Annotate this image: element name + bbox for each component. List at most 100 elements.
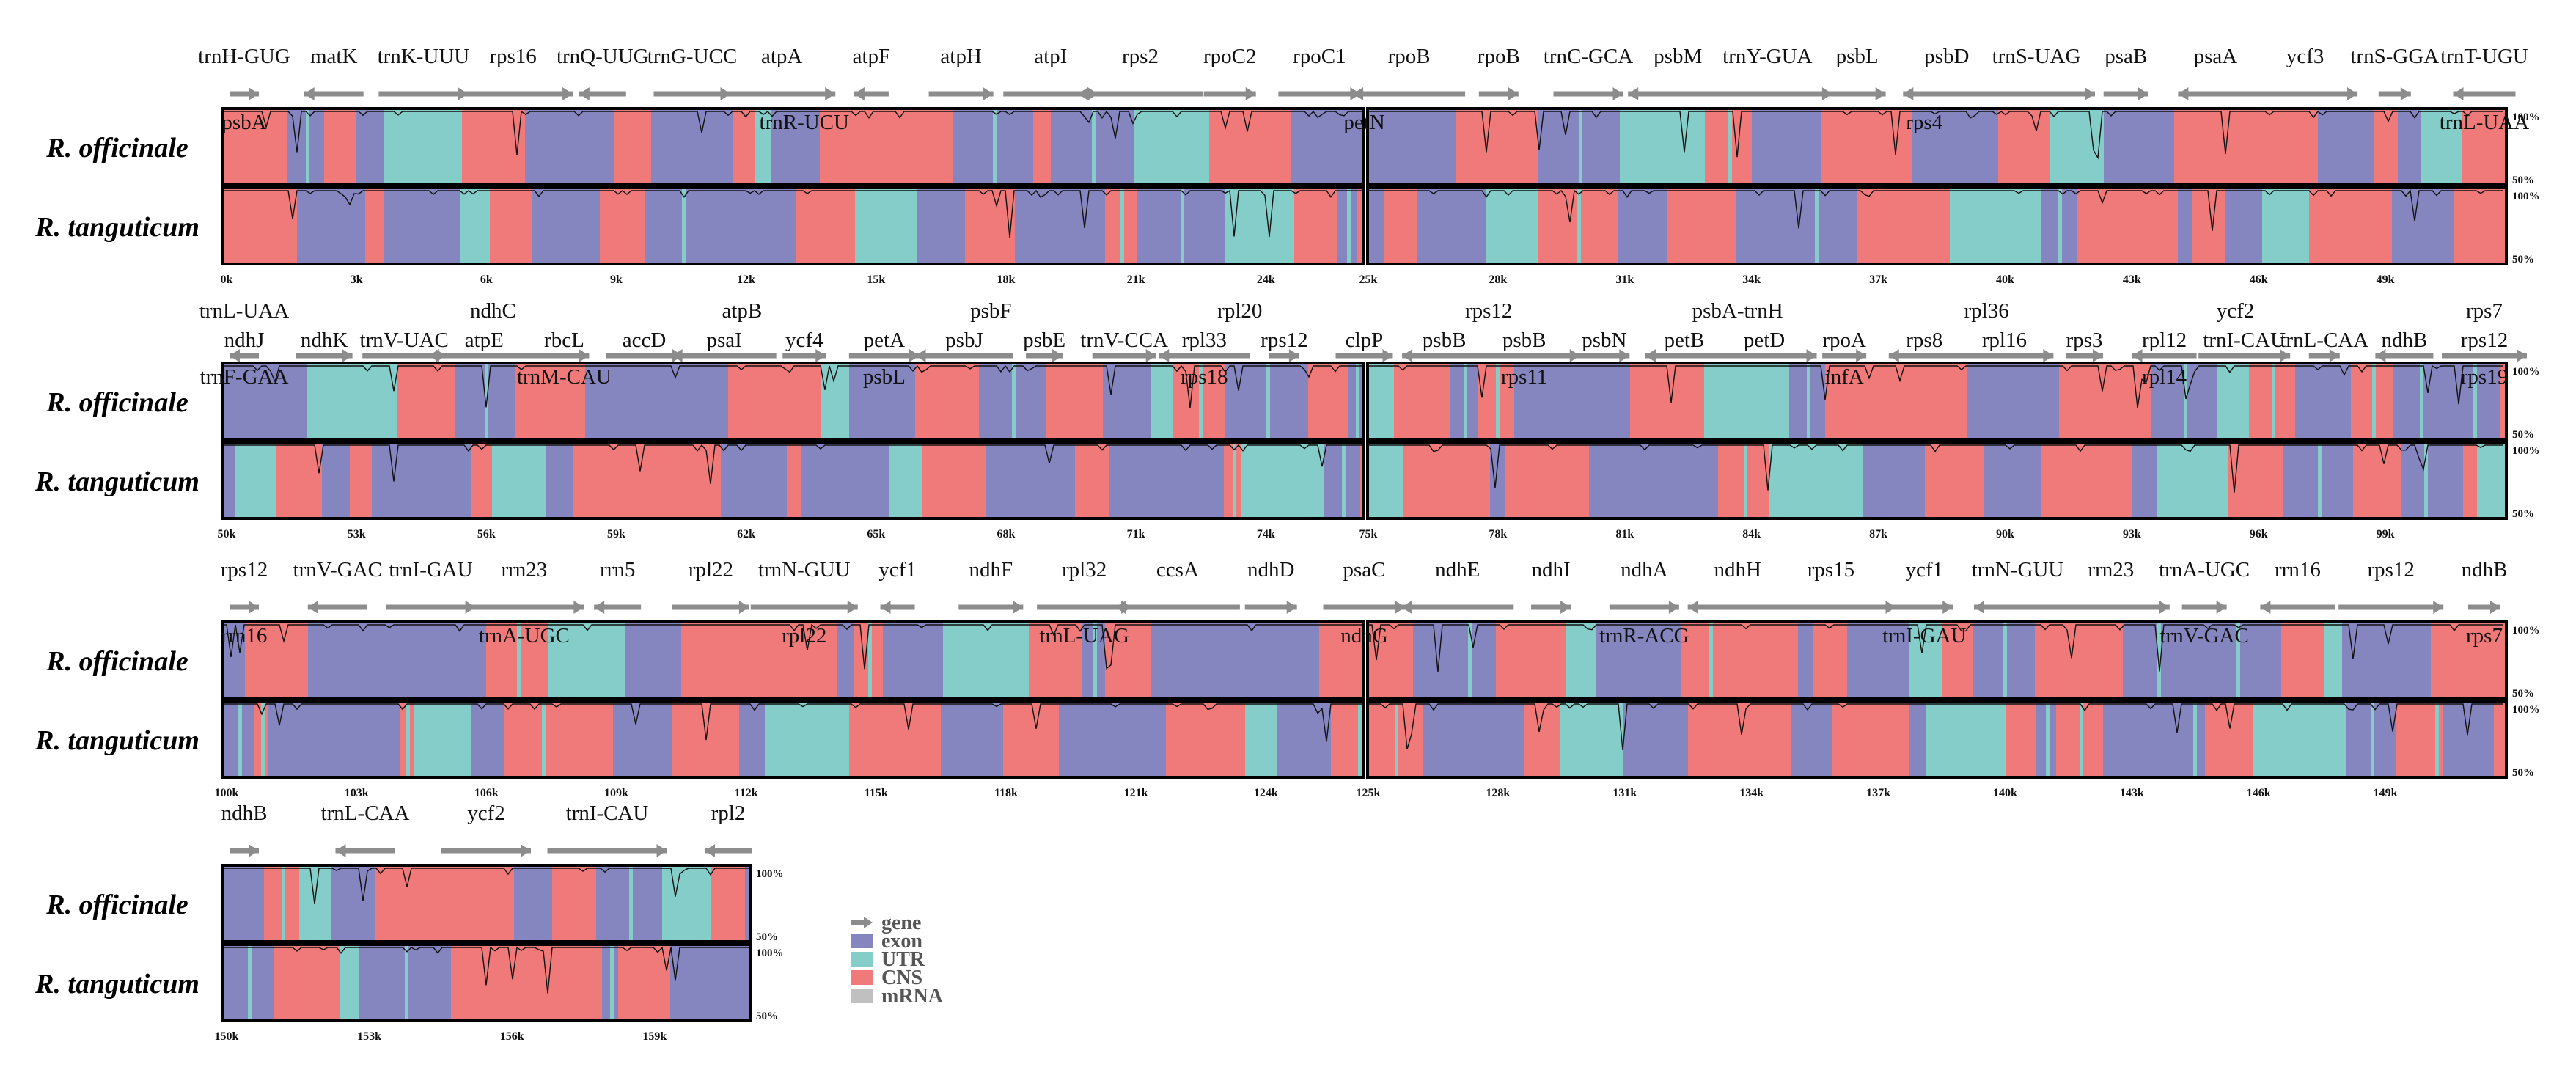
gene-label: psaB [2105,45,2147,68]
exon-block [1752,110,1821,183]
gene-arrow-head [1888,349,1899,362]
gene-arrow-head [2329,349,2340,362]
utr-block [765,703,849,776]
gene-label: infA [1825,365,1864,389]
cns-block [1738,623,1798,697]
utr-block [1368,364,1394,438]
utr-block [1747,364,1750,438]
gene-label: trnC-GCA [1544,45,1634,68]
track-frame [1366,620,2508,700]
species-label: R. officinale [45,133,188,164]
species-label: R. tanguticum [34,969,199,1000]
exon-block [1661,444,1718,517]
cns-block [1909,364,1967,438]
cns-block [1942,623,1973,697]
gene-label: rpoA [1822,329,1866,352]
exon-block [837,623,854,697]
gene-arrow-head [1286,601,1297,614]
axis-tick-label: 103k [345,787,369,799]
gene-label: rps16 [489,45,536,68]
gene-label: rpl2 [711,802,746,825]
gene-label: trnA-UGC [2159,558,2250,582]
axis-tick-label: 128k [1486,787,1510,799]
exon-block [384,189,460,263]
cns-block [222,189,297,263]
exon-block [471,703,504,776]
axis-tick-label: 137k [1866,787,1890,799]
utr-block [1769,444,1863,517]
utr-block [993,110,997,183]
gene-arrow-head [579,349,590,362]
gene-arrow-head [579,87,590,100]
gene-label: petD [1744,329,1785,352]
gene-label: trnL-UAA [2440,111,2529,134]
axis-tick-label: 149k [2374,787,2398,799]
percent-label-100: 100% [2512,445,2540,457]
utr-block [1468,623,1472,697]
utr-block [2435,703,2439,776]
gene-arrow-head [983,87,994,100]
gene-label: rrn23 [2088,558,2134,582]
cns-block [350,444,372,517]
cns-block [820,110,881,183]
cns-block [537,946,602,1019]
gene-label: atpB [722,299,762,323]
axis-tick-label: 71k [1127,528,1145,540]
alignment-row-1 [221,87,2516,265]
gene-label: rpl20 [1217,299,1262,323]
cns-block [462,110,525,183]
identity-curve [1368,364,2503,408]
gene-arrow-head [1856,349,1867,362]
gene-arrow-head [2517,349,2527,362]
cns-block [881,110,953,183]
exon-block [532,189,600,263]
cns-block [733,110,755,183]
exon-block [1059,703,1076,776]
cns-block [573,444,636,517]
exon-block [986,444,1075,517]
axis-tick-label: 0k [221,274,233,286]
gene-label: trnV-CCA [1080,329,1168,352]
cns-block [2494,703,2506,776]
utr-block [682,189,686,263]
exon-block [2103,703,2182,776]
exon-block [801,444,889,517]
utr-block [1181,189,1184,263]
axis-tick-label: 3k [351,274,363,286]
exon-block [883,623,943,697]
gene-label: rps12 [221,558,268,582]
gene-arrow-head [672,349,683,362]
gene-label: matK [310,45,357,68]
axis-tick-label: 31k [1615,274,1634,286]
exon-block [1736,189,1773,263]
utr-block [340,946,359,1019]
exon-block [625,623,681,697]
percent-label-100: 100% [756,947,784,959]
legend-label-utr: UTR [881,948,925,971]
axis-tick-label: 68k [997,528,1016,540]
exon-block [2448,444,2463,517]
gene-label: rbcL [544,329,584,352]
axis-tick-label: 21k [1127,274,1145,286]
cns-block [1496,623,1566,697]
gene-arrow-head [307,601,318,614]
gene-arrow-head [909,349,920,362]
gene-label: psbD [1924,45,1969,68]
axis-tick-label: 62k [737,528,755,540]
gene-label: psbA [221,111,266,134]
gene-arrow-head [2260,601,2271,614]
exon-block [585,364,656,438]
gene-arrow-head [1903,87,1914,100]
gene-label: psaC [1343,558,1386,582]
exon-block [656,364,728,438]
exon-block [721,444,787,517]
cns-block [451,946,537,1019]
gene-label: trnQ-UUG [557,45,649,68]
utr-block [248,946,252,1019]
cns-block [1998,110,2050,183]
cns-block [2228,444,2283,517]
gene-label: trnK-UUU [378,45,470,68]
gene-arrow-head [2178,87,2189,100]
gene-arrow-head [880,601,891,614]
gene-label: ndhI [1531,558,1570,582]
